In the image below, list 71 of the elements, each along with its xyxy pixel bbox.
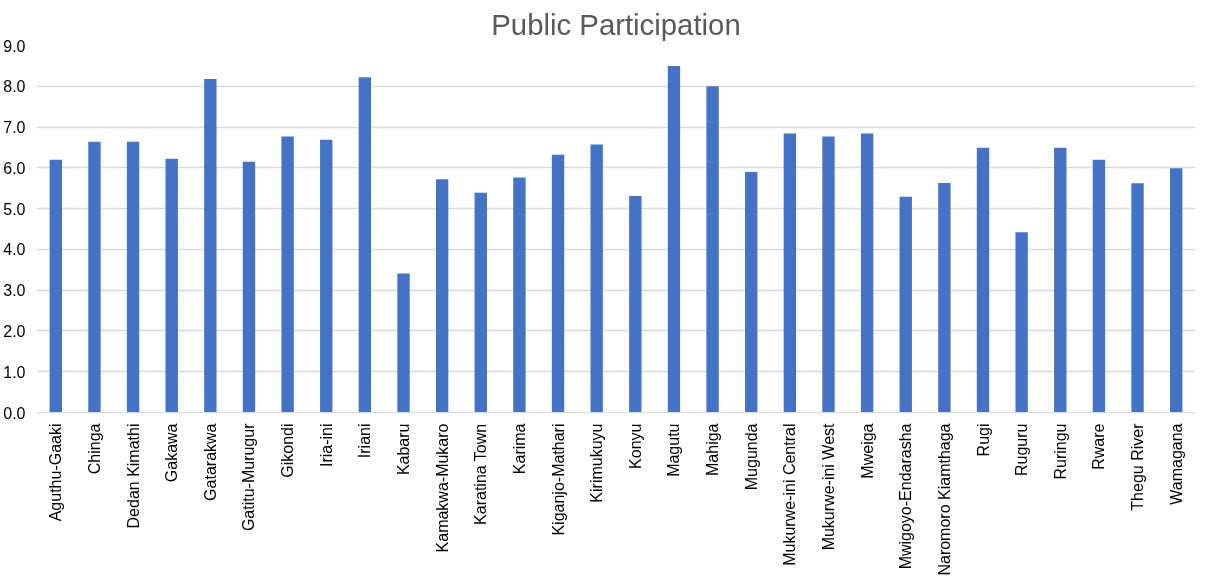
x-tick-label: Karatina Town [472, 423, 490, 525]
bar [358, 77, 372, 413]
x-tick-label: Gatarakwa [201, 423, 219, 501]
y-tick-label: 3.0 [3, 282, 26, 300]
bar [551, 154, 565, 413]
x-tick-label: Iriani [356, 423, 374, 459]
y-tick-label: 1.0 [3, 363, 26, 381]
x-tick-label: Gikondi [279, 423, 297, 478]
x-tick-label: Mukurwe-ini Central [781, 423, 799, 566]
bar [1131, 183, 1144, 413]
x-tick-label: Thegu River [1129, 422, 1147, 511]
bar [435, 179, 449, 413]
bar [513, 177, 526, 413]
x-tick-label: Kabaru [395, 423, 413, 476]
bar [860, 133, 874, 413]
x-tick-label: Wamagana [1167, 423, 1185, 505]
chart-title: Public Participation [491, 7, 741, 41]
bar [590, 144, 603, 413]
bar [667, 65, 681, 413]
bar [629, 195, 642, 413]
x-tick-label: Aguthu-Gaaki [47, 423, 65, 522]
x-tick-label: Ruringu [1051, 423, 1069, 480]
y-tick-label: 8.0 [3, 78, 26, 96]
x-tick-label: Ruguru [1013, 423, 1031, 476]
bar [204, 78, 217, 413]
y-tick-label: 5.0 [3, 200, 26, 218]
bar [242, 161, 256, 413]
x-tick-label: Mwigoyo-Endarasha [897, 423, 915, 570]
x-tick-label: Mweiga [858, 423, 876, 479]
y-tick-label: 0.0 [3, 404, 26, 422]
x-tick-label: Magutu [665, 423, 683, 477]
x-tick-label: Kirimukuyu [588, 423, 606, 503]
y-tick-label: 9.0 [3, 37, 26, 55]
bar [281, 136, 294, 413]
bar [1170, 168, 1183, 413]
bar [783, 133, 797, 413]
y-tick-label: 2.0 [3, 322, 26, 340]
x-tick-label: Mahiga [704, 423, 722, 476]
bar [165, 158, 178, 413]
bar [1015, 232, 1028, 413]
x-tick-label: Rugi [974, 423, 992, 457]
bar [49, 159, 62, 413]
bar [88, 141, 101, 413]
x-tick-label: Chinga [85, 423, 103, 475]
x-tick-label: Mukurwe-ini West [819, 422, 837, 551]
x-tick-label: Iria-ini [317, 423, 335, 468]
bar [320, 139, 333, 413]
bar [126, 141, 140, 413]
bar [397, 273, 410, 413]
x-tick-label: Gatitu-Murugur [240, 422, 258, 532]
bar [474, 192, 487, 413]
x-tick-label: Rware [1090, 423, 1108, 470]
y-tick-label: 6.0 [3, 159, 26, 177]
bar [1054, 147, 1067, 413]
bar [1092, 159, 1106, 413]
x-tick-label: Naromoro Kiamthaga [935, 423, 953, 576]
bar [938, 182, 951, 413]
x-tick-label: Mugunda [742, 423, 760, 491]
x-tick-label: Karima [510, 423, 528, 475]
bar [976, 147, 990, 413]
bar [706, 86, 719, 413]
y-tick-label: 4.0 [3, 241, 26, 259]
bar [899, 196, 912, 413]
x-tick-label: Gakawa [163, 423, 181, 483]
y-tick-label: 7.0 [3, 119, 26, 137]
bar [745, 171, 758, 413]
x-tick-label: Konyu [626, 423, 644, 469]
bar [822, 136, 835, 413]
x-tick-label: Kiganjo-Mathari [549, 423, 567, 536]
x-tick-label: Kamakwa-Mukaro [433, 423, 451, 553]
x-tick-label: Dedan Kimathi [124, 423, 142, 529]
